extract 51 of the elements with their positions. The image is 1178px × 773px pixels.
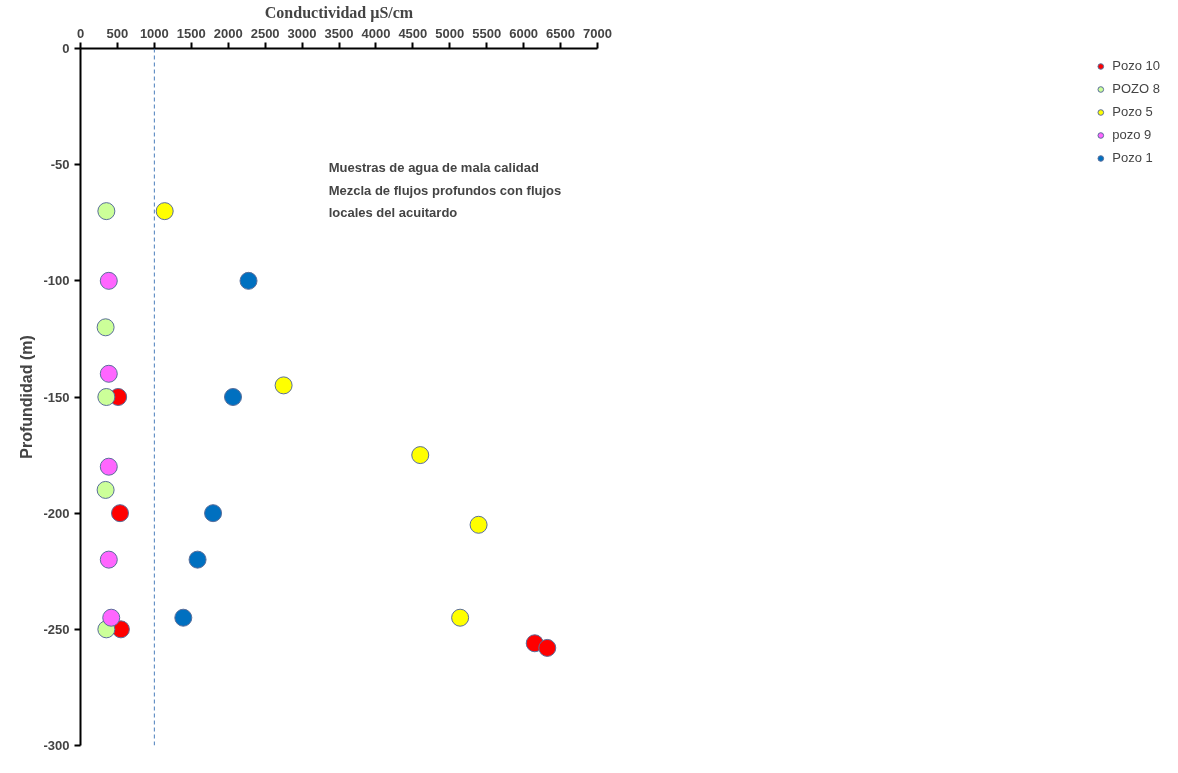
y-tick-label: -250 — [43, 621, 70, 637]
y-tick-label: -100 — [43, 273, 70, 289]
y-tick-label: -300 — [43, 738, 70, 753]
legend-label: pozo 9 — [1112, 127, 1152, 142]
point — [451, 608, 470, 627]
x-tick-label: 2500 — [250, 25, 280, 41]
point — [99, 457, 118, 476]
legend-label: Pozo 10 — [1112, 58, 1160, 73]
point — [188, 550, 207, 569]
point — [99, 364, 118, 383]
y-tick-label: -200 — [43, 505, 70, 521]
x-tick-label: 500 — [106, 25, 129, 41]
x-tick-label: 4500 — [398, 25, 428, 41]
point — [97, 388, 116, 406]
point — [96, 480, 115, 499]
point — [111, 504, 130, 523]
legend-label: Pozo 5 — [1112, 104, 1153, 119]
x-tick-label: 4000 — [361, 25, 391, 41]
x-axis-title: Conductividad µS/cm — [264, 3, 414, 22]
point — [239, 271, 258, 290]
x-tick-label: 6000 — [509, 25, 539, 41]
y-tick-label: -150 — [43, 389, 70, 405]
annotation: Muestras de agua de mala calidad Mezcla de flujos profundos con flujos locales del acuitardo — [328, 160, 562, 221]
point — [96, 318, 115, 337]
x-tick-label: 7000 — [583, 25, 612, 41]
point — [469, 515, 488, 534]
point — [274, 376, 293, 395]
point — [97, 202, 116, 221]
legend-label: Pozo 1 — [1112, 150, 1153, 165]
y-axis-title: Profundidad (m) — [18, 335, 36, 459]
legend-label: POZO 8 — [1112, 81, 1160, 96]
point — [411, 446, 430, 465]
point — [174, 608, 193, 627]
x-tick-label: 5500 — [472, 25, 502, 41]
x-tick-label: 1500 — [176, 25, 206, 41]
x-tick-label: 0 — [76, 25, 85, 41]
x-tick-label: 3000 — [287, 25, 317, 41]
point — [224, 388, 243, 406]
x-tick-label: 2000 — [213, 25, 243, 41]
point — [538, 638, 557, 657]
y-tick-label: 0 — [62, 41, 70, 56]
point — [99, 550, 118, 569]
x-tick-label: 6500 — [546, 25, 576, 41]
y-tick-label: -50 — [50, 157, 70, 173]
x-tick-label: 3500 — [324, 25, 354, 41]
point — [204, 504, 223, 523]
x-tick-label: 5000 — [435, 25, 465, 41]
point — [155, 202, 174, 221]
point — [99, 271, 118, 290]
x-tick-label: 1000 — [139, 25, 169, 41]
point — [102, 608, 121, 627]
